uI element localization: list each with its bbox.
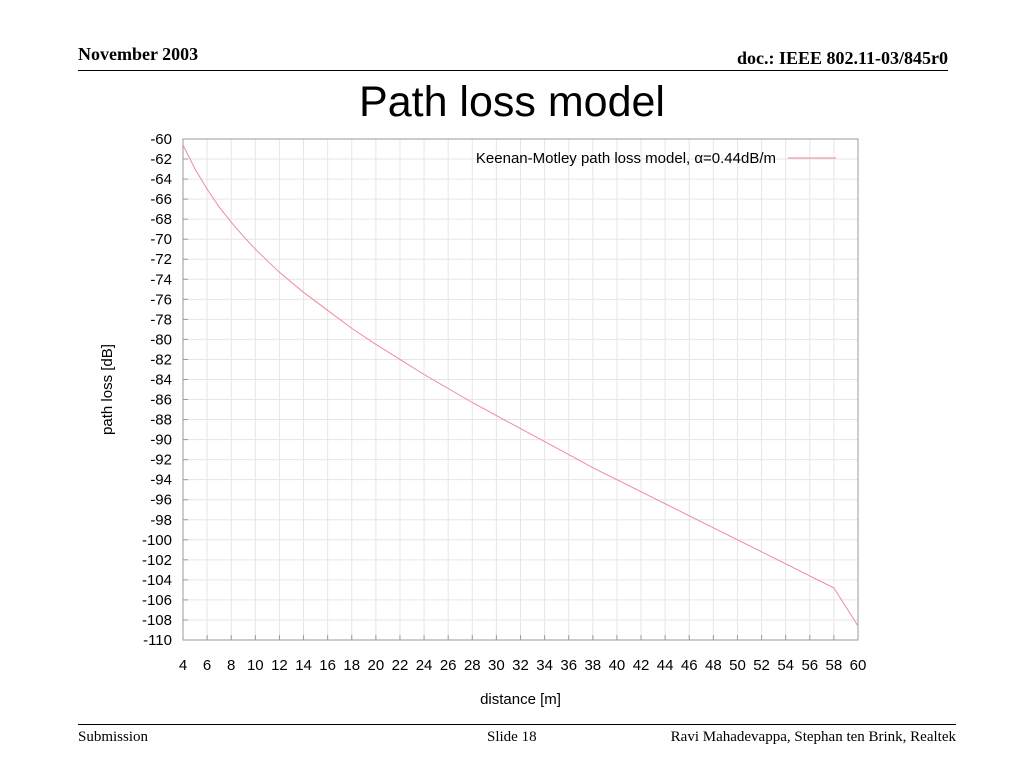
x-tick-label: 6 bbox=[203, 657, 211, 674]
x-tick-label: 28 bbox=[464, 657, 481, 674]
x-tick-label: 44 bbox=[657, 657, 674, 674]
y-axis-ticks: -60 -62 -64 -66 -68 -70 -72 -74 -76 -78 -80 -82 -84 -… bbox=[142, 131, 188, 649]
y-tick-label: -62 bbox=[150, 151, 172, 168]
x-tick-label: 24 bbox=[416, 657, 433, 674]
y-axis-label: path loss [dB] bbox=[99, 344, 116, 435]
series-line-keenan-motley bbox=[182, 144, 859, 627]
x-tick-label: 54 bbox=[777, 657, 794, 674]
x-tick-label: 10 bbox=[247, 657, 264, 674]
y-tick-label: -110 bbox=[143, 632, 172, 649]
y-tick-label: -106 bbox=[142, 592, 172, 609]
x-tick-label: 36 bbox=[560, 657, 577, 674]
x-tick-label: 4 bbox=[179, 657, 187, 674]
y-tick-label: -84 bbox=[150, 371, 172, 388]
legend-label: Keenan-Motley path loss model, α=0.44dB/… bbox=[476, 150, 776, 167]
y-tick-label: -94 bbox=[150, 472, 172, 489]
y-tick-label: -86 bbox=[150, 392, 172, 409]
x-tick-label: 12 bbox=[271, 657, 288, 674]
x-tick-label: 40 bbox=[609, 657, 626, 674]
x-tick-label: 34 bbox=[536, 657, 553, 674]
x-tick-label: 14 bbox=[295, 657, 312, 674]
y-tick-label: -104 bbox=[142, 572, 172, 589]
x-tick-label: 20 bbox=[368, 657, 385, 674]
x-tick-label: 48 bbox=[705, 657, 722, 674]
x-tick-label: 42 bbox=[633, 657, 650, 674]
x-axis-ticks: 4 6 8 10 12 14 16 18 20 22 24 26 28 30 32 34 36 38 40 42 44 4… bbox=[179, 635, 867, 674]
header-date: November 2003 bbox=[78, 44, 199, 64]
y-tick-label: -68 bbox=[150, 211, 172, 228]
y-tick-label: -82 bbox=[150, 351, 172, 368]
y-tick-label: -98 bbox=[150, 512, 172, 529]
y-tick-label: -60 bbox=[150, 131, 172, 148]
y-tick-label: -72 bbox=[150, 251, 172, 268]
y-tick-label: -96 bbox=[150, 492, 172, 509]
x-tick-label: 18 bbox=[343, 657, 360, 674]
footer-rule bbox=[78, 724, 956, 725]
x-tick-label: 38 bbox=[584, 657, 601, 674]
footer-authors: Ravi Mahadevappa, Stephan ten Brink, Rea… bbox=[670, 729, 956, 745]
y-tick-label: -76 bbox=[150, 291, 172, 308]
y-tick-label: -66 bbox=[150, 191, 172, 208]
x-tick-label: 26 bbox=[440, 657, 457, 674]
header-doc-id: doc.: IEEE 802.11-03/845r0 bbox=[736, 48, 948, 68]
y-tick-label: -74 bbox=[150, 271, 172, 288]
x-tick-label: 8 bbox=[227, 657, 235, 674]
footer-slide-number: Slide 18 bbox=[487, 729, 537, 745]
y-tick-label: -78 bbox=[150, 311, 172, 328]
x-tick-label: 30 bbox=[488, 657, 505, 674]
y-tick-label: -80 bbox=[150, 331, 172, 348]
x-tick-label: 22 bbox=[392, 657, 409, 674]
x-tick-label: 50 bbox=[729, 657, 746, 674]
footer-submission: Submission bbox=[78, 729, 149, 745]
y-tick-label: -88 bbox=[150, 412, 172, 429]
y-tick-label: -100 bbox=[142, 532, 172, 549]
x-tick-label: 16 bbox=[319, 657, 336, 674]
x-axis-label: distance [m] bbox=[480, 691, 561, 708]
x-tick-label: 56 bbox=[801, 657, 818, 674]
chart-grid bbox=[182, 138, 859, 641]
x-tick-label: 32 bbox=[512, 657, 529, 674]
y-tick-label: -70 bbox=[150, 231, 172, 248]
y-tick-label: -92 bbox=[150, 452, 172, 469]
x-tick-label: 52 bbox=[753, 657, 770, 674]
y-tick-label: -90 bbox=[150, 432, 172, 449]
x-tick-label: 46 bbox=[681, 657, 698, 674]
x-tick-label: 58 bbox=[826, 657, 843, 674]
slide-title: Path loss model bbox=[359, 78, 665, 126]
y-tick-label: -108 bbox=[142, 612, 172, 629]
y-tick-label: -64 bbox=[150, 171, 172, 188]
x-tick-label: 60 bbox=[850, 657, 867, 674]
header-rule bbox=[78, 70, 948, 71]
y-tick-label: -102 bbox=[142, 552, 172, 569]
